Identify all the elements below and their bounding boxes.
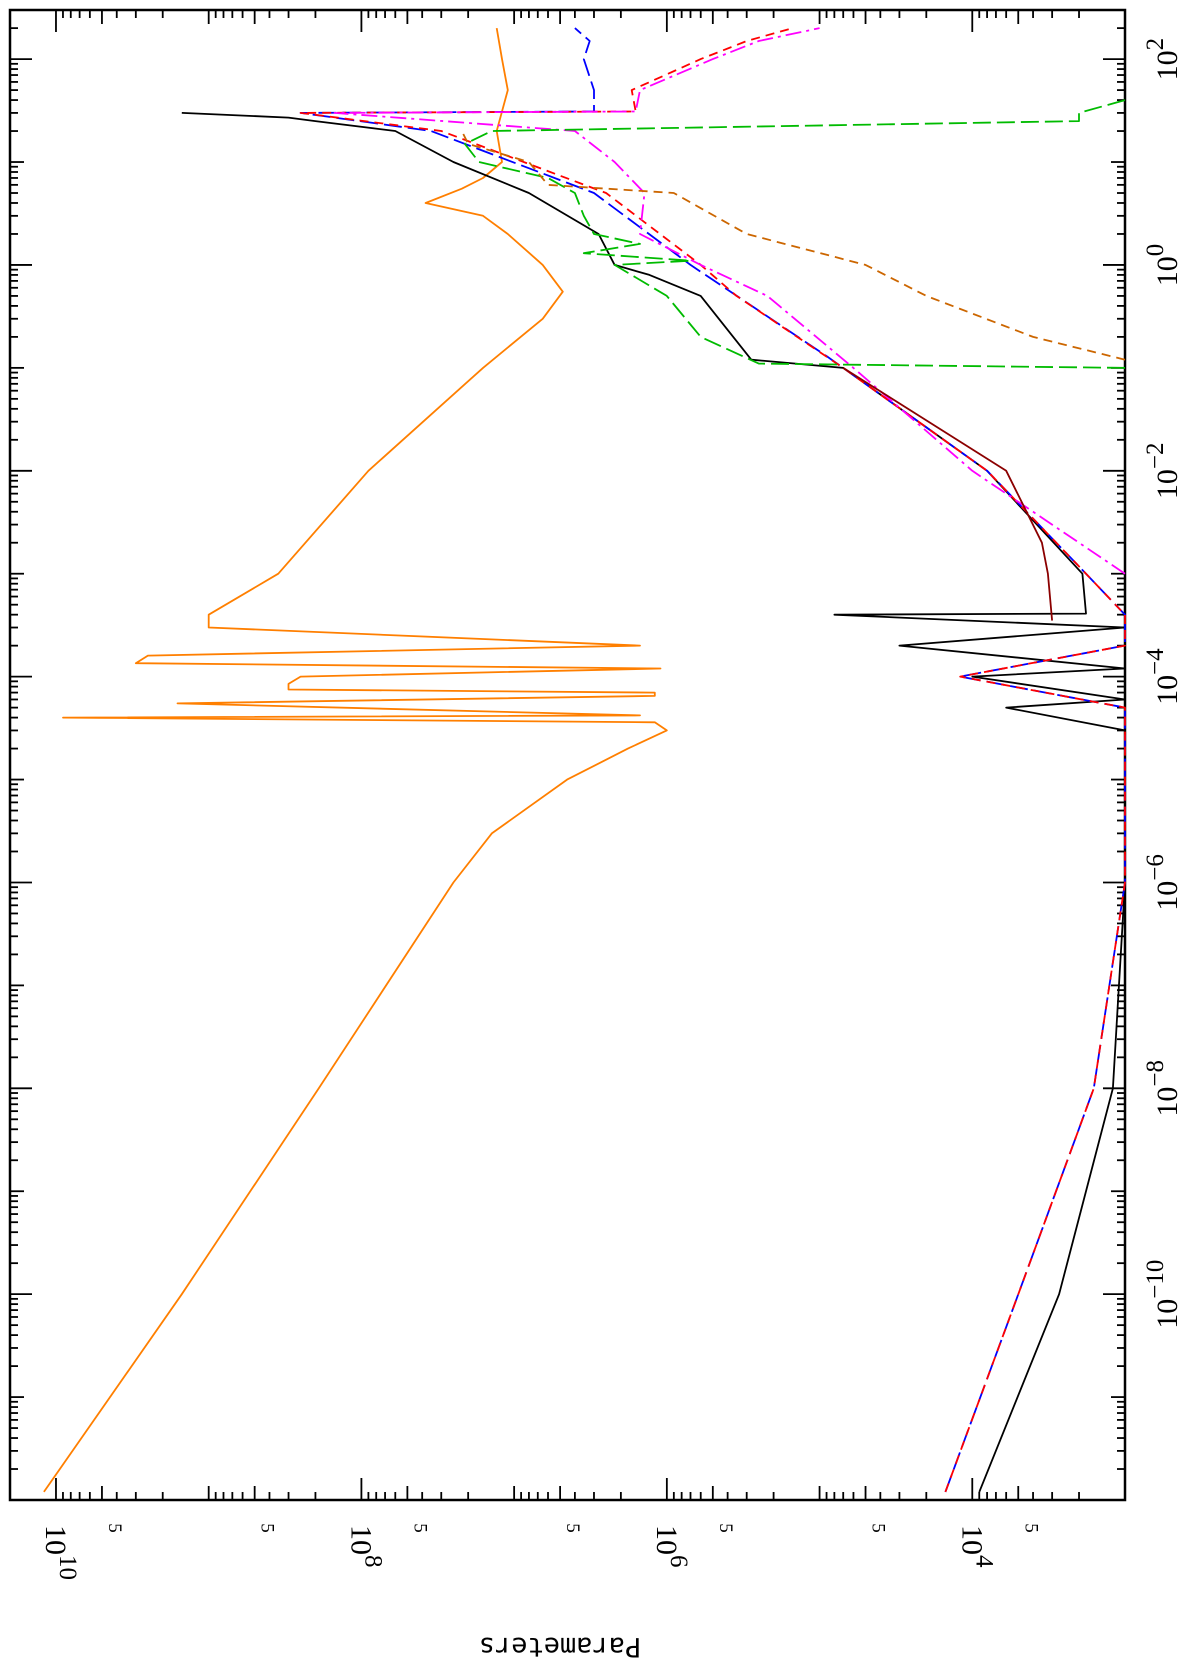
x-tick-label: 10−8 — [1142, 1060, 1184, 1117]
tick-labels: 10−1010−810−610−410−21001021041061081010… — [39, 38, 1184, 1580]
series-line-4 — [299, 27, 1126, 1493]
x-tick-exponent: 2 — [1142, 38, 1169, 51]
x-tick-label-text: 10−4 — [1142, 648, 1184, 705]
series-line-5 — [333, 27, 1126, 575]
y-axis-title: Parameters — [479, 1631, 642, 1662]
x-tick-label: 10−4 — [1142, 648, 1184, 705]
y-tick-label-text: 104 — [955, 1525, 997, 1568]
x-tick-label: 10−10 — [1142, 1260, 1184, 1329]
y-tick-label: 1010 — [39, 1525, 81, 1580]
x-tick-exponent: −10 — [1142, 1260, 1169, 1299]
x-tick-base: 10 — [1151, 50, 1184, 80]
x-tick-exponent: −6 — [1142, 854, 1169, 881]
x-tick-base: 10 — [1151, 469, 1184, 499]
series-group — [43, 27, 1126, 1493]
plot-frame — [8, 8, 1127, 1502]
y-minor-tick-label: 5 — [1020, 1523, 1041, 1533]
x-tick-label-text: 10−6 — [1142, 854, 1184, 911]
x-tick-exponent: −4 — [1142, 648, 1169, 675]
series-line-2 — [181, 112, 1126, 1493]
series-line-7 — [460, 130, 1126, 361]
y-tick-label-text: 108 — [344, 1525, 386, 1568]
x-tick-base: 10 — [1151, 256, 1184, 286]
ticks — [9, 9, 1126, 1501]
y-tick-base: 10 — [955, 1525, 988, 1555]
y-minor-tick-label: 5 — [257, 1523, 278, 1533]
y-tick-label: 106 — [650, 1525, 692, 1568]
y-tick-base: 10 — [344, 1525, 377, 1555]
series-line-1 — [43, 27, 668, 1493]
x-tick-label: 102 — [1142, 38, 1184, 81]
x-tick-base: 10 — [1151, 1299, 1184, 1329]
x-tick-label: 100 — [1142, 244, 1184, 287]
series-line-3 — [299, 27, 1126, 1493]
y-tick-label: 104 — [955, 1525, 997, 1568]
x-tick-label: 10−2 — [1142, 442, 1184, 499]
y-tick-exponent: 10 — [54, 1555, 81, 1580]
y-minor-tick-label: 5 — [562, 1523, 583, 1533]
x-tick-base: 10 — [1151, 675, 1184, 705]
y-tick-base: 10 — [650, 1525, 683, 1555]
x-tick-exponent: −8 — [1142, 1060, 1169, 1087]
x-tick-base: 10 — [1151, 881, 1184, 911]
series-line-6 — [463, 99, 1126, 369]
y-tick-exponent: 4 — [970, 1555, 997, 1568]
y-minor-tick-label: 5 — [715, 1523, 736, 1533]
x-tick-label-text: 10−2 — [1142, 442, 1184, 499]
x-tick-label-text: 10−8 — [1142, 1060, 1184, 1117]
y-tick-exponent: 6 — [665, 1555, 692, 1568]
y-tick-label: 108 — [344, 1525, 386, 1568]
y-tick-label-text: 1010 — [39, 1525, 81, 1580]
x-tick-exponent: 0 — [1142, 244, 1169, 257]
series-line-8 — [842, 367, 1053, 621]
x-tick-base: 10 — [1151, 1087, 1184, 1117]
y-tick-label-text: 106 — [650, 1525, 692, 1568]
y-tick-exponent: 8 — [359, 1555, 386, 1568]
x-tick-label-text: 102 — [1142, 38, 1184, 81]
y-minor-tick-label: 5 — [868, 1523, 889, 1533]
y-minor-tick-label: 5 — [104, 1523, 125, 1533]
x-tick-label: 10−6 — [1142, 854, 1184, 911]
x-tick-exponent: −2 — [1142, 442, 1169, 469]
x-tick-label-text: 10−10 — [1142, 1260, 1184, 1329]
x-tick-label-text: 100 — [1142, 244, 1184, 287]
y-minor-tick-label: 5 — [409, 1523, 430, 1533]
y-tick-base: 10 — [39, 1525, 72, 1555]
